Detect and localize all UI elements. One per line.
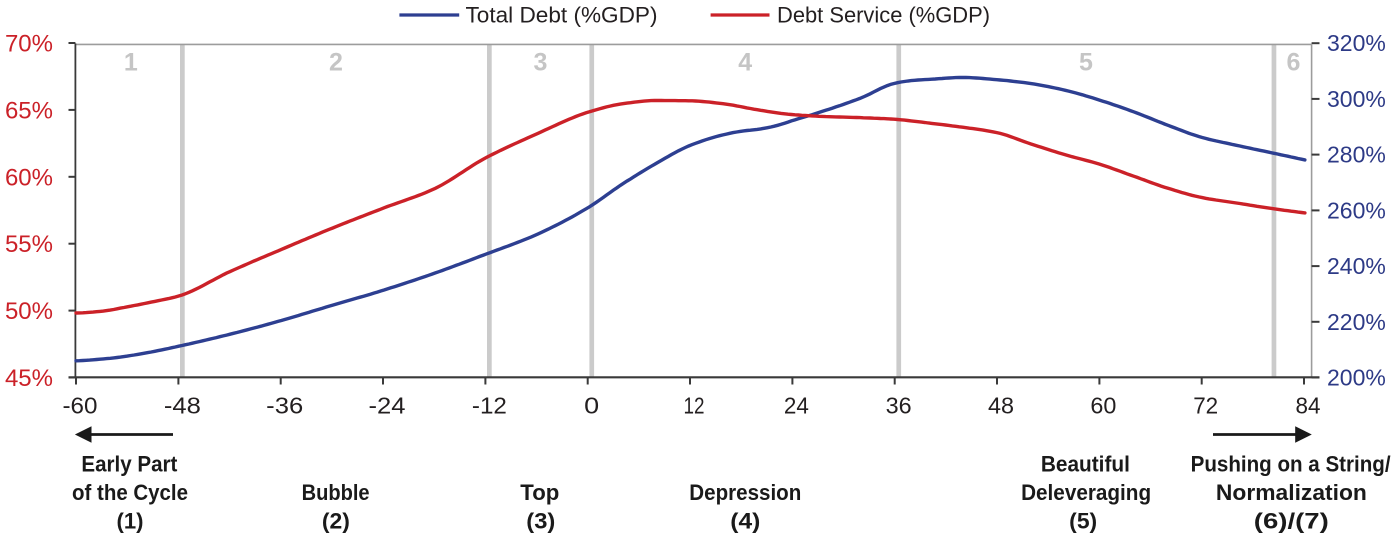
svg-text:Pushing on a String/: Pushing on a String/ — [1191, 452, 1391, 477]
svg-text:60%: 60% — [5, 164, 53, 191]
svg-text:-12: -12 — [472, 393, 507, 419]
svg-text:(6)/(7): (6)/(7) — [1254, 509, 1329, 534]
svg-text:240%: 240% — [1327, 253, 1386, 279]
svg-text:2: 2 — [329, 49, 343, 77]
svg-text:300%: 300% — [1327, 86, 1386, 112]
svg-text:Debt Service (%GDP): Debt Service (%GDP) — [777, 3, 990, 28]
svg-text:3: 3 — [534, 49, 548, 77]
svg-text:260%: 260% — [1327, 197, 1386, 223]
svg-text:Beautiful: Beautiful — [1041, 452, 1130, 477]
svg-text:Bubble: Bubble — [302, 480, 370, 505]
svg-text:50%: 50% — [5, 298, 53, 325]
svg-text:4: 4 — [738, 49, 752, 77]
svg-text:12: 12 — [684, 393, 705, 419]
svg-text:220%: 220% — [1327, 309, 1386, 335]
svg-text:Depression: Depression — [689, 480, 801, 505]
svg-text:Top: Top — [520, 480, 559, 505]
svg-text:48: 48 — [988, 393, 1014, 419]
svg-text:36: 36 — [886, 393, 912, 419]
svg-text:Total Debt (%GDP): Total Debt (%GDP) — [466, 3, 658, 28]
svg-text:Early Part: Early Part — [81, 452, 178, 477]
svg-text:5: 5 — [1079, 49, 1093, 77]
svg-text:1: 1 — [124, 49, 138, 77]
svg-text:24: 24 — [784, 393, 809, 419]
svg-text:(3): (3) — [526, 509, 555, 534]
svg-text:(4): (4) — [730, 509, 760, 534]
svg-text:(2): (2) — [322, 509, 350, 534]
svg-text:of the Cycle: of the Cycle — [72, 480, 188, 505]
svg-text:84: 84 — [1296, 393, 1321, 419]
svg-text:70%: 70% — [5, 31, 53, 58]
svg-text:-60: -60 — [63, 393, 98, 419]
svg-text:(1): (1) — [117, 509, 144, 534]
svg-text:0: 0 — [584, 393, 599, 419]
svg-text:280%: 280% — [1327, 142, 1386, 168]
svg-text:200%: 200% — [1327, 365, 1386, 391]
svg-text:45%: 45% — [5, 365, 53, 392]
svg-text:6: 6 — [1286, 49, 1300, 77]
svg-text:-36: -36 — [266, 393, 303, 419]
svg-text:-24: -24 — [369, 393, 406, 419]
svg-text:72: 72 — [1193, 393, 1218, 419]
svg-text:(5): (5) — [1069, 509, 1097, 534]
svg-text:65%: 65% — [5, 97, 53, 124]
svg-text:60: 60 — [1090, 393, 1116, 419]
svg-text:Normalization: Normalization — [1216, 480, 1367, 505]
svg-text:Deleveraging: Deleveraging — [1021, 480, 1151, 505]
svg-text:-48: -48 — [164, 393, 201, 419]
svg-text:55%: 55% — [5, 231, 53, 258]
svg-text:320%: 320% — [1327, 30, 1386, 56]
